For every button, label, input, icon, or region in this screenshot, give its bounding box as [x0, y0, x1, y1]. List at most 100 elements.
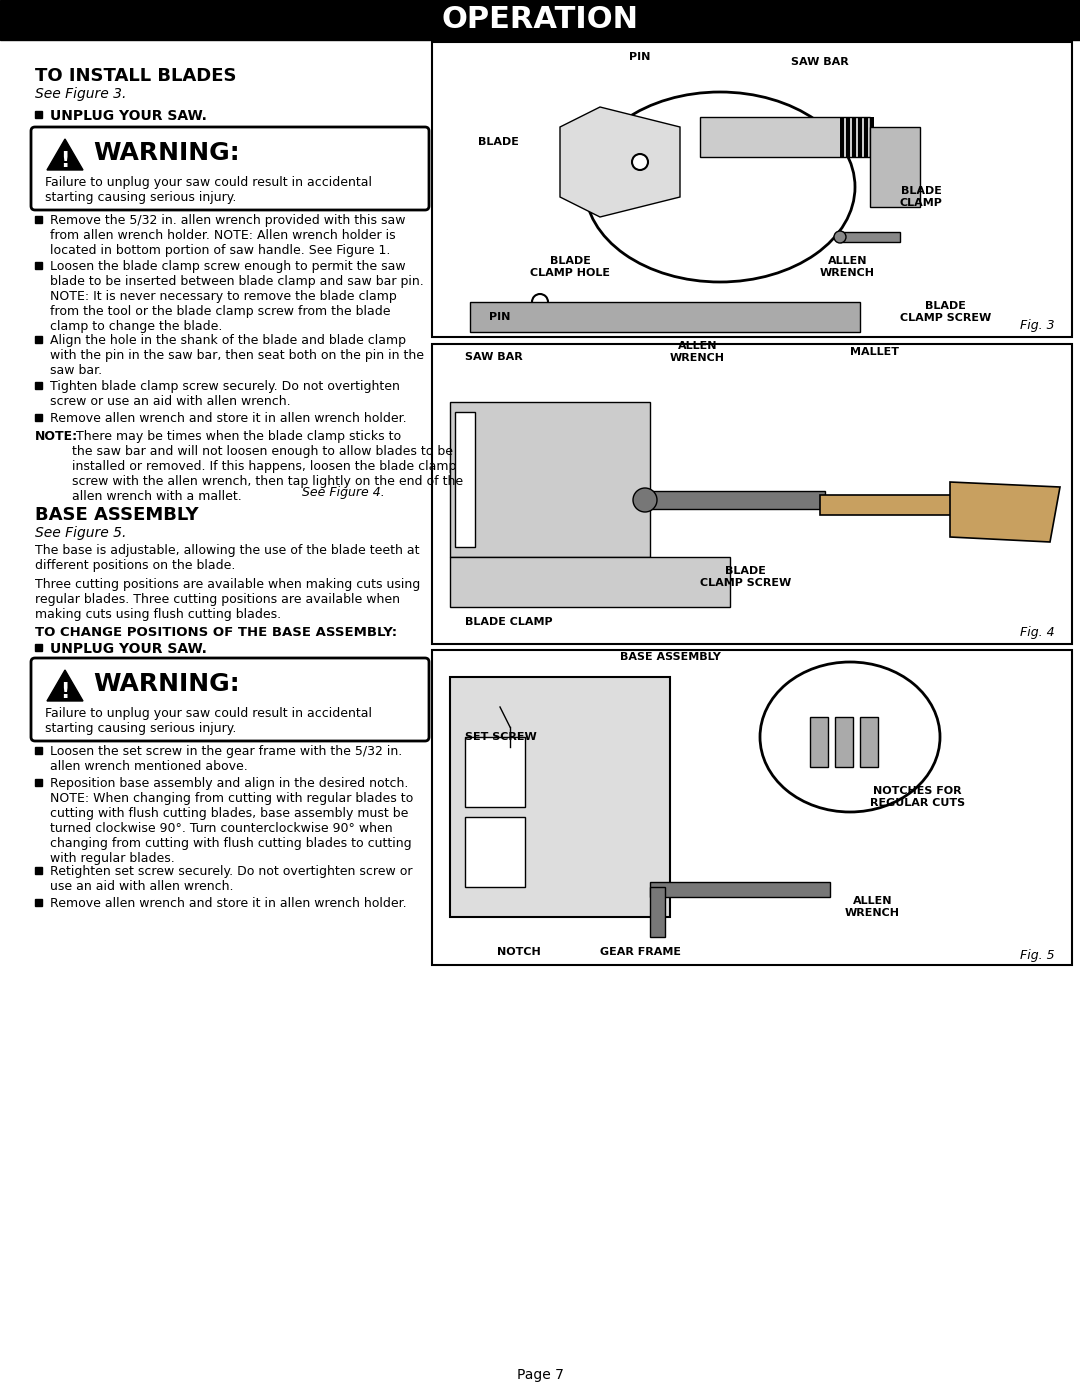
Text: starting causing serious injury.: starting causing serious injury. — [45, 722, 237, 735]
Text: NOTCH: NOTCH — [497, 947, 541, 957]
Polygon shape — [840, 232, 900, 242]
FancyBboxPatch shape — [432, 42, 1072, 337]
Text: TO INSTALL BLADES: TO INSTALL BLADES — [35, 67, 237, 85]
Text: Remove the 5/32 in. allen wrench provided with this saw
from allen wrench holder: Remove the 5/32 in. allen wrench provide… — [50, 214, 405, 257]
FancyBboxPatch shape — [432, 650, 1072, 965]
Circle shape — [632, 154, 648, 170]
Text: BASE ASSEMBLY: BASE ASSEMBLY — [620, 652, 720, 662]
Bar — [650, 882, 831, 897]
Bar — [852, 117, 856, 156]
Text: There may be times when the blade clamp sticks to
the saw bar and will not loose: There may be times when the blade clamp … — [72, 430, 463, 503]
Bar — [35, 335, 42, 342]
Text: See Figure 4.: See Figure 4. — [302, 486, 384, 499]
Text: PIN: PIN — [630, 52, 650, 61]
Text: ALLEN
WRENCH: ALLEN WRENCH — [845, 897, 900, 918]
Text: NOTE:: NOTE: — [35, 430, 78, 443]
Bar — [35, 215, 42, 222]
Text: starting causing serious injury.: starting causing serious injury. — [45, 191, 237, 204]
Polygon shape — [48, 138, 83, 170]
Bar — [810, 717, 828, 767]
Text: UNPLUG YOUR SAW.: UNPLUG YOUR SAW. — [50, 109, 207, 123]
Circle shape — [532, 293, 548, 310]
Text: Three cutting positions are available when making cuts using
regular blades. Thr: Three cutting positions are available wh… — [35, 578, 420, 622]
Polygon shape — [870, 127, 920, 207]
Bar — [35, 866, 42, 873]
Text: OPERATION: OPERATION — [442, 6, 638, 35]
Text: See Figure 3.: See Figure 3. — [35, 87, 126, 101]
Bar — [858, 117, 862, 156]
Bar — [450, 678, 670, 916]
Bar — [645, 490, 825, 509]
Text: Remove allen wrench and store it in allen wrench holder.: Remove allen wrench and store it in alle… — [50, 897, 407, 909]
FancyBboxPatch shape — [31, 658, 429, 740]
Text: Retighten set screw securely. Do not overtighten screw or
use an aid with allen : Retighten set screw securely. Do not ove… — [50, 865, 413, 893]
Text: BLADE CLAMP: BLADE CLAMP — [465, 617, 553, 627]
FancyBboxPatch shape — [432, 344, 1072, 644]
Text: GEAR FRAME: GEAR FRAME — [600, 947, 681, 957]
Polygon shape — [48, 671, 83, 701]
Bar — [35, 746, 42, 753]
Text: ALLEN
WRENCH: ALLEN WRENCH — [820, 256, 875, 278]
Bar — [465, 817, 525, 887]
Text: Align the hole in the shank of the blade and blade clamp
with the pin in the saw: Align the hole in the shank of the blade… — [50, 334, 424, 377]
Bar — [840, 117, 843, 156]
Bar — [465, 738, 525, 807]
Text: WARNING:: WARNING: — [93, 672, 240, 696]
Polygon shape — [950, 482, 1059, 542]
Text: BLADE
CLAMP SCREW: BLADE CLAMP SCREW — [700, 566, 792, 588]
Text: PIN: PIN — [489, 312, 511, 321]
Text: Fig. 3: Fig. 3 — [1021, 319, 1055, 332]
Text: Remove allen wrench and store it in allen wrench holder.: Remove allen wrench and store it in alle… — [50, 412, 407, 425]
Text: Loosen the set screw in the gear frame with the 5/32 in.
allen wrench mentioned : Loosen the set screw in the gear frame w… — [50, 745, 402, 773]
Text: BLADE
CLAMP: BLADE CLAMP — [900, 186, 943, 208]
Text: UNPLUG YOUR SAW.: UNPLUG YOUR SAW. — [50, 643, 207, 657]
FancyBboxPatch shape — [0, 0, 1080, 41]
Text: !: ! — [60, 682, 70, 703]
Bar — [35, 778, 42, 785]
Text: SAW BAR: SAW BAR — [465, 352, 523, 362]
Text: Failure to unplug your saw could result in accidental: Failure to unplug your saw could result … — [45, 176, 372, 189]
Bar — [35, 414, 42, 420]
Text: BLADE
CLAMP SCREW: BLADE CLAMP SCREW — [900, 302, 991, 323]
Text: TO CHANGE POSITIONS OF THE BASE ASSEMBLY:: TO CHANGE POSITIONS OF THE BASE ASSEMBLY… — [35, 626, 397, 638]
Polygon shape — [561, 108, 680, 217]
Text: NOTCHES FOR
REGULAR CUTS: NOTCHES FOR REGULAR CUTS — [870, 787, 966, 807]
Text: BASE ASSEMBLY: BASE ASSEMBLY — [35, 506, 199, 524]
Text: The base is adjustable, allowing the use of the blade teeth at
different positio: The base is adjustable, allowing the use… — [35, 543, 419, 571]
Text: Failure to unplug your saw could result in accidental: Failure to unplug your saw could result … — [45, 707, 372, 719]
Text: Reposition base assembly and align in the desired notch.
NOTE: When changing fro: Reposition base assembly and align in th… — [50, 777, 414, 865]
Text: !: ! — [60, 151, 70, 170]
Bar — [35, 261, 42, 268]
Text: See Figure 5.: See Figure 5. — [35, 527, 126, 541]
Bar — [846, 117, 850, 156]
Text: Tighten blade clamp screw securely. Do not overtighten
screw or use an aid with : Tighten blade clamp screw securely. Do n… — [50, 380, 400, 408]
Bar — [650, 887, 665, 937]
Bar — [864, 117, 868, 156]
Polygon shape — [470, 302, 860, 332]
Text: Loosen the blade clamp screw enough to permit the saw
blade to be inserted betwe: Loosen the blade clamp screw enough to p… — [50, 260, 423, 332]
Text: BLADE
CLAMP HOLE: BLADE CLAMP HOLE — [530, 256, 610, 278]
Text: SAW BAR: SAW BAR — [792, 57, 849, 67]
Text: Fig. 5: Fig. 5 — [1021, 949, 1055, 963]
Bar — [35, 898, 42, 905]
Bar — [35, 110, 42, 117]
Bar — [450, 402, 650, 557]
Ellipse shape — [585, 92, 855, 282]
Bar — [820, 495, 1020, 515]
Text: MALLET: MALLET — [850, 346, 899, 358]
Bar — [455, 412, 475, 548]
Circle shape — [834, 231, 846, 243]
Text: WARNING:: WARNING: — [93, 141, 240, 165]
Bar — [35, 644, 42, 651]
Polygon shape — [700, 117, 870, 156]
Bar — [870, 117, 874, 156]
Text: Fig. 4: Fig. 4 — [1021, 626, 1055, 638]
Text: Page 7: Page 7 — [516, 1368, 564, 1382]
Text: ALLEN
WRENCH: ALLEN WRENCH — [670, 341, 725, 363]
FancyBboxPatch shape — [31, 127, 429, 210]
Bar — [860, 717, 878, 767]
Text: SET SCREW: SET SCREW — [465, 732, 537, 742]
Bar — [35, 381, 42, 388]
Bar — [450, 557, 730, 608]
Ellipse shape — [760, 662, 940, 812]
